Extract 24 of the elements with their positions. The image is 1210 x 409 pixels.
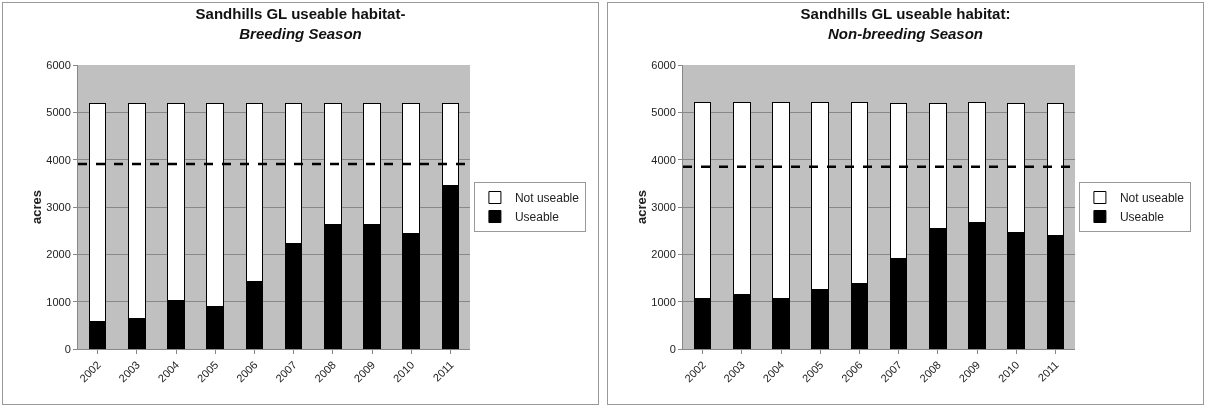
y-tick-label: 0 [64, 342, 71, 355]
y-tick-label: 4000 [651, 153, 676, 166]
y-tick-label: 0 [669, 342, 676, 355]
legend-label: Useable [1119, 210, 1165, 225]
chart-subtitle: Breeding Season [239, 24, 362, 42]
y-axis-title: acres [29, 190, 45, 224]
chart-title: Sandhills GL useable habitat- [195, 5, 406, 23]
y-tick-label: 5000 [46, 106, 71, 119]
chart-title: Sandhills GL useable habitat: [800, 5, 1011, 23]
y-tick-label: 3000 [651, 200, 676, 213]
y-tick-label: 2000 [651, 248, 676, 261]
chart-subtitle: Non-breeding Season [827, 24, 984, 42]
y-tick-label: 6000 [651, 58, 676, 71]
y-tick-label: 5000 [651, 106, 676, 119]
y-axis-title: acres [634, 190, 650, 224]
legend-label: Not useable [514, 191, 580, 206]
legend-label: Useable [514, 210, 560, 225]
y-tick-label: 6000 [46, 58, 71, 71]
y-tick-label: 1000 [651, 295, 676, 308]
y-tick-label: 2000 [46, 248, 71, 261]
y-tick-label: 1000 [46, 295, 71, 308]
y-tick-label: 3000 [46, 200, 71, 213]
y-tick-label: 4000 [46, 153, 71, 166]
legend-label: Not useable [1119, 191, 1185, 206]
